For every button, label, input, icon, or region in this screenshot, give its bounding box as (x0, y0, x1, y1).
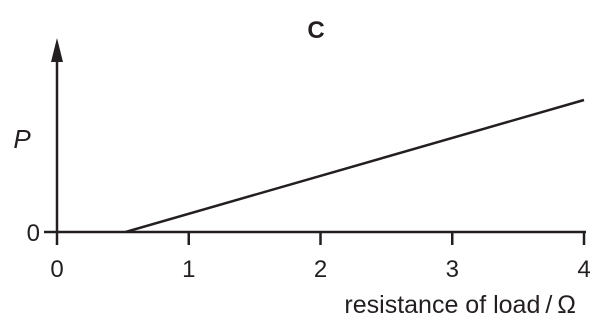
x-axis-label: resistance of load / Ω (344, 291, 576, 319)
x-tick-label-3: 3 (446, 256, 459, 283)
x-tick-label-0: 0 (50, 256, 63, 283)
x-tick-labels: 0 1 2 3 4 (50, 256, 590, 283)
x-tick-label-4: 4 (577, 256, 590, 283)
y-axis-arrow-icon (51, 38, 63, 62)
x-ticks (55, 232, 586, 245)
x-tick-label-2: 2 (314, 256, 327, 283)
x-tick-label-1: 1 (182, 256, 195, 283)
y-axis-label: P (13, 124, 31, 154)
chart-title: C (307, 17, 324, 44)
y-tick-label-0: 0 (27, 220, 40, 247)
series-line-power (125, 98, 585, 234)
